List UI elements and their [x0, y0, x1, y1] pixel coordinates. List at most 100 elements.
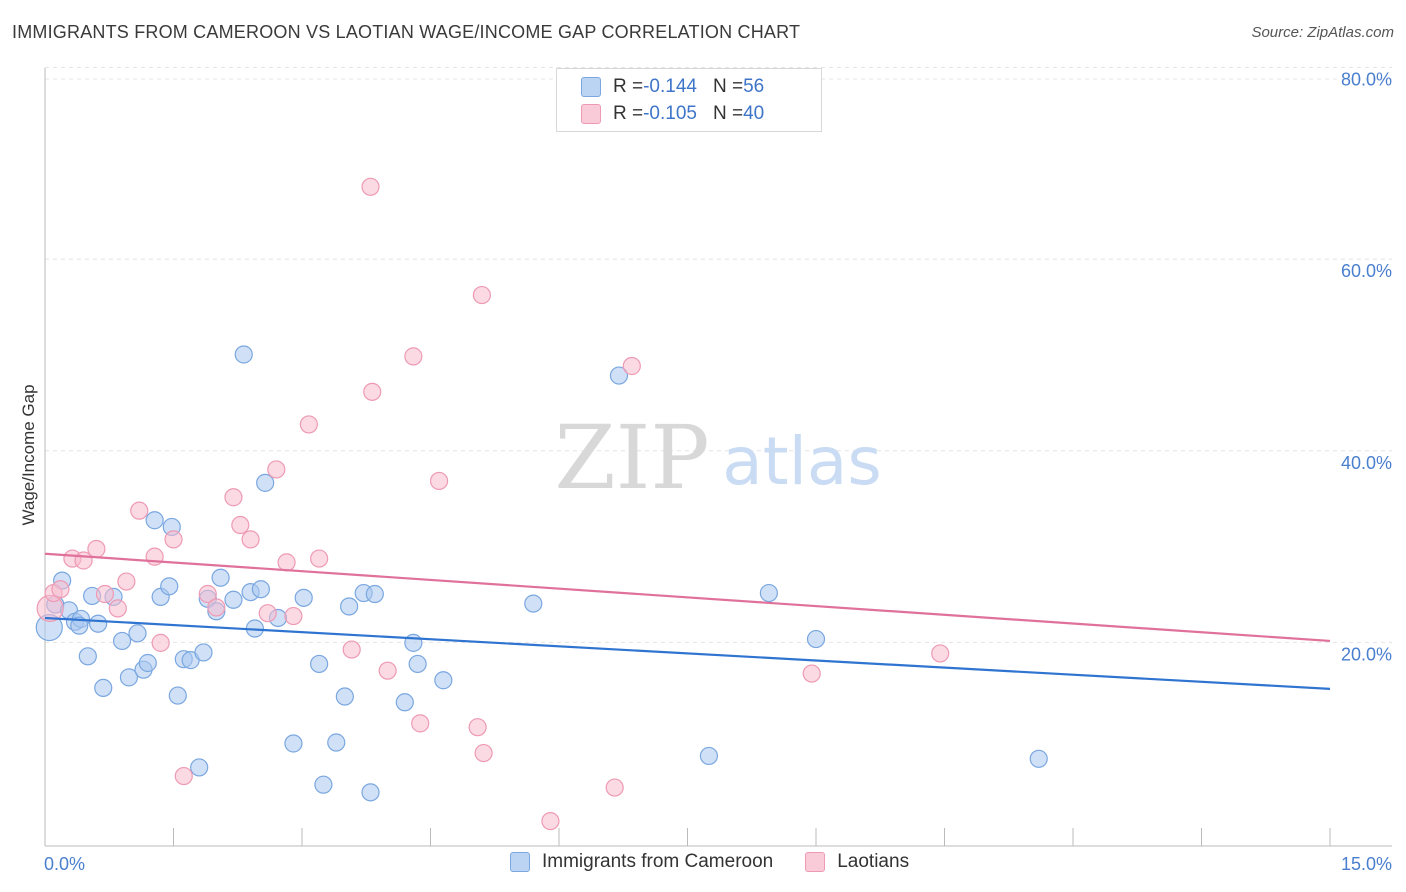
point-laotians — [95, 584, 115, 604]
source-label: Source: ZipAtlas.com — [1251, 24, 1394, 41]
legend-r-value: -0.105 — [643, 103, 697, 124]
point-cameroon — [112, 631, 132, 651]
point-laotians — [117, 572, 136, 591]
watermark-atlas: atlas — [722, 423, 882, 500]
point-cameroon — [145, 511, 164, 530]
point-laotians — [174, 766, 193, 786]
point-laotians — [622, 356, 641, 376]
point-laotians — [108, 599, 127, 618]
point-cameroon — [224, 590, 243, 609]
point-laotians — [267, 460, 286, 479]
point-laotians — [310, 549, 329, 568]
point-laotians — [541, 811, 560, 831]
legend-n-label: N = — [712, 103, 744, 124]
point-cameroon — [138, 653, 157, 673]
point-laotians — [231, 515, 250, 535]
point-laotians — [224, 488, 243, 507]
y-tick-label: 20.0% — [1341, 644, 1392, 664]
legend-label-laotians: Laotians — [837, 851, 910, 872]
legend-r-label: R = — [613, 76, 644, 97]
point-cameroon — [310, 654, 329, 674]
point-cameroon — [365, 584, 384, 604]
point-cameroon — [94, 678, 113, 698]
point-laotians — [404, 347, 423, 366]
legend-n-value: 56 — [743, 76, 765, 97]
legend-swatch-pink — [581, 104, 601, 124]
legend-r-label: R = — [613, 103, 644, 124]
point-cameroon — [524, 594, 543, 613]
series-legend: Immigrants from Cameroon Laotians — [510, 851, 941, 873]
point-cameroon — [190, 758, 209, 777]
watermark-zip: ZIP — [554, 406, 709, 509]
point-cameroon — [128, 624, 147, 643]
point-cameroon — [294, 588, 313, 607]
trend-lines — [44, 552, 1331, 690]
legend-item-laotians[interactable]: Laotians — [805, 851, 909, 873]
series-laotians — [36, 177, 950, 831]
legend-swatch-blue — [510, 852, 530, 872]
point-laotians — [361, 177, 380, 196]
x-tick-label: 0.0% — [44, 854, 85, 874]
stats-legend: R = -0.144 N = 56 R = -0.105 N = 40 — [556, 68, 822, 132]
point-cameroon — [160, 577, 179, 596]
point-laotians — [284, 606, 303, 626]
point-cameroon — [314, 775, 333, 794]
legend-n-value: 40 — [743, 103, 765, 124]
axis-ticks: 20.0% 40.0% 60.0% 80.0% 0.0% 15.0% — [44, 70, 1392, 875]
point-cameroon — [806, 629, 826, 649]
trend-line-laotians — [44, 552, 1331, 643]
point-cameroon — [361, 783, 380, 802]
legend-item-cameroon[interactable]: Immigrants from Cameroon — [510, 851, 773, 873]
point-laotians — [258, 604, 277, 623]
point-cameroon — [759, 583, 778, 603]
legend-swatch-blue — [581, 77, 601, 97]
point-laotians — [342, 640, 361, 659]
point-laotians — [87, 539, 106, 559]
point-cameroon — [699, 746, 719, 766]
legend-row-laotians: R = -0.105 N = 40 — [581, 101, 764, 127]
point-laotians — [411, 714, 430, 733]
series-cameroon — [35, 345, 1048, 802]
point-cameroon — [395, 693, 414, 712]
point-laotians — [605, 778, 624, 797]
chart-title: IMMIGRANTS FROM CAMEROON VS LAOTIAN WAGE… — [12, 22, 801, 42]
point-laotians — [151, 633, 170, 652]
point-laotians — [130, 501, 149, 520]
point-cameroon — [609, 366, 629, 385]
point-laotians — [164, 530, 183, 549]
point-laotians — [363, 382, 382, 401]
point-laotians — [468, 718, 487, 737]
point-cameroon — [89, 614, 108, 633]
point-laotians — [198, 584, 217, 604]
point-cameroon — [256, 473, 275, 492]
legend-r-value: -0.144 — [643, 76, 697, 97]
point-cameroon — [78, 647, 97, 666]
point-laotians — [474, 743, 493, 763]
point-cameroon — [1029, 749, 1048, 768]
point-cameroon — [408, 654, 427, 674]
y-tick-label: 60.0% — [1341, 261, 1392, 281]
point-laotians — [931, 644, 950, 663]
legend-n-label: N = — [712, 76, 744, 97]
point-cameroon — [168, 686, 187, 705]
point-cameroon — [251, 580, 270, 599]
point-cameroon — [211, 568, 230, 587]
point-cameroon — [335, 687, 354, 706]
point-laotians — [299, 415, 318, 434]
point-cameroon — [234, 345, 253, 364]
trend-line-cameroon — [44, 616, 1331, 690]
point-cameroon — [327, 733, 346, 752]
legend-swatch-pink — [805, 852, 826, 872]
axes — [44, 68, 1392, 847]
watermark: ZIP atlas — [554, 406, 881, 509]
y-tick-label: 40.0% — [1341, 453, 1392, 473]
point-laotians — [378, 661, 397, 680]
point-cameroon — [70, 616, 89, 635]
point-laotians — [472, 285, 491, 305]
legend-row-cameroon: R = -0.144 N = 56 — [581, 74, 764, 100]
x-tick-label: 15.0% — [1341, 854, 1392, 874]
point-laotians — [277, 553, 296, 572]
point-cameroon — [194, 643, 213, 662]
y-tick-label: 80.0% — [1341, 70, 1392, 90]
